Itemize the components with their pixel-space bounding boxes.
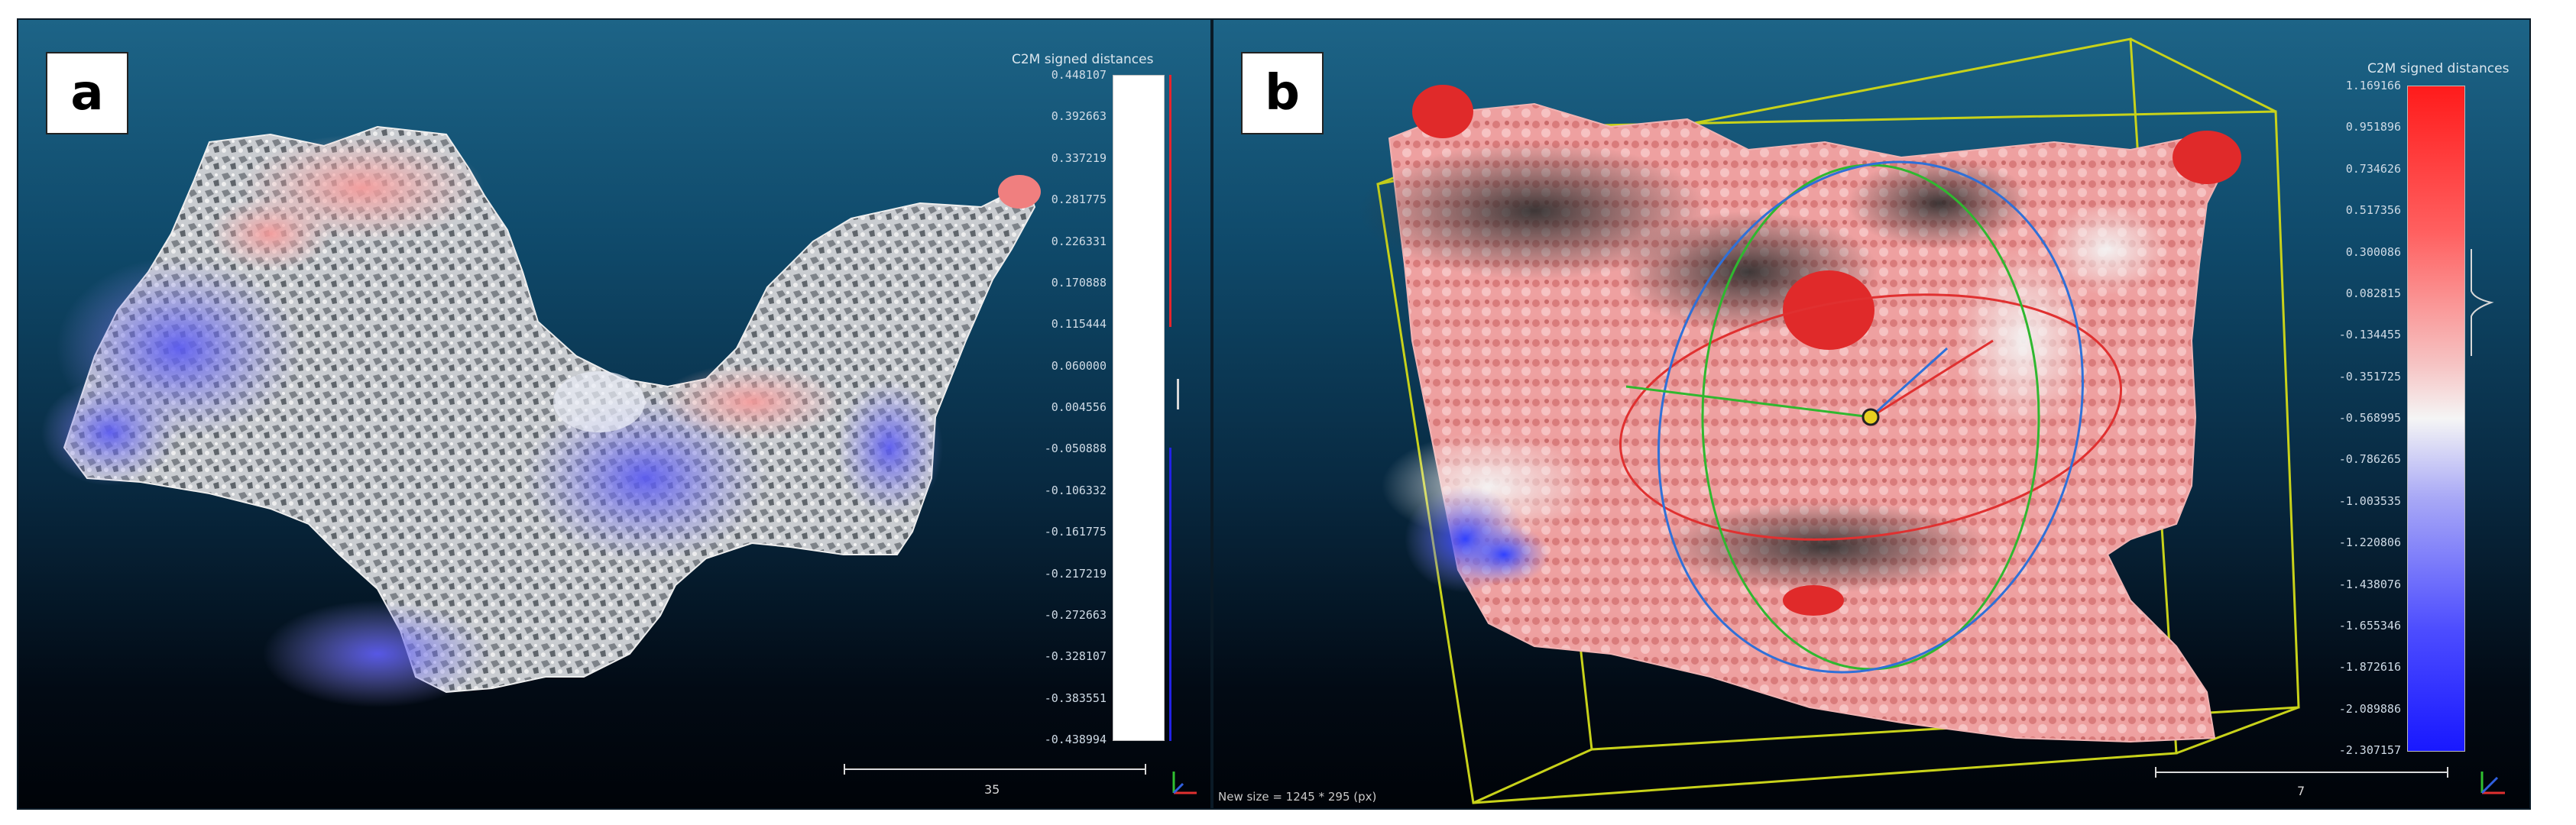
viewport-panel-a[interactable]: a C2M signed distances 0.448107 0.392663 0…: [17, 18, 1212, 810]
scale-tick-label: 0.448107: [1051, 68, 1107, 82]
scale-tick-label: 0.300086: [2345, 244, 2401, 259]
negative-zone: [1458, 524, 1550, 585]
viewport-panel-b[interactable]: b C2M signed distances 1.169166 0.951896 0…: [1212, 18, 2531, 810]
scale-tick-label: -1.872616: [2338, 660, 2401, 675]
scale-tick-label: 0.734626: [2345, 161, 2401, 176]
scale-tick-label: -0.568995: [2338, 411, 2401, 425]
positive-zone: [660, 364, 844, 440]
histogram-sparkline: [2471, 249, 2494, 356]
scale-negative-strip: [1169, 448, 1171, 741]
mesh-scene-b[interactable]: [1213, 20, 2529, 808]
scale-tick-label: -1.003535: [2338, 493, 2401, 508]
histogram-marker: [1177, 379, 1179, 409]
shadow-zone: [1359, 142, 1710, 280]
shadow-zone: [1657, 501, 1993, 593]
negative-zone: [41, 379, 179, 486]
scale-tick-label: 0.170888: [1051, 275, 1107, 290]
scale-tick-label: 0.004556: [1051, 400, 1107, 414]
scale-tick-label: -2.089886: [2338, 701, 2401, 716]
scale-tick-label: -1.220806: [2338, 535, 2401, 550]
positive-peak: [998, 175, 1041, 209]
scale-bar-label: 35: [984, 782, 1000, 797]
neutral-zone: [2046, 203, 2169, 295]
positive-peak: [1783, 270, 1874, 350]
scale-tick-label: -0.050888: [1044, 442, 1107, 456]
color-scale-bar: [1113, 75, 1165, 741]
scale-tick-label: -0.161775: [1044, 525, 1107, 539]
scale-tick-label: 0.337219: [1051, 150, 1107, 165]
scale-tick-label: -0.438994: [1044, 733, 1107, 746]
scale-tick-label: -0.786265: [2338, 452, 2401, 467]
scale-bar-cap: [2447, 767, 2448, 778]
scale-tick-label: -0.328107: [1044, 649, 1107, 664]
positive-peak: [1783, 585, 1844, 616]
negative-zone: [836, 379, 943, 516]
shadow-zone: [1848, 157, 2031, 249]
scale-bar-label: 7: [2297, 784, 2305, 798]
scale-tick-label: 0.060000: [1051, 358, 1107, 373]
scale-tick-label: 0.115444: [1051, 317, 1107, 332]
status-message: New size = 1245 * 295 (px): [1218, 790, 1377, 804]
rock-mesh-a: [63, 125, 1036, 694]
scale-tick-label: 0.951896: [2345, 120, 2401, 134]
scale-tick-label: 0.392663: [1051, 109, 1107, 124]
rotation-gizmo[interactable]: [1594, 106, 2147, 728]
scale-tick-label: 0.226331: [1051, 234, 1107, 248]
scale-tick-label: -2.307157: [2338, 743, 2401, 757]
positive-zone: [209, 196, 332, 272]
scale-tick-label: 0.082815: [2345, 286, 2401, 300]
neutral-zone: [553, 371, 645, 432]
scale-tick-label: 0.281775: [1051, 192, 1107, 207]
scale-tick-label: -0.351725: [2338, 369, 2401, 383]
panel-letter-a: a: [46, 52, 128, 134]
scale-tick-label: 0.517356: [2345, 203, 2401, 218]
scale-bar: [844, 768, 1146, 770]
positive-peak: [1412, 85, 1473, 138]
scale-bar-cap: [1145, 764, 1146, 775]
scale-tick-label: -0.383551: [1044, 691, 1107, 705]
negative-zone: [263, 600, 492, 707]
axis-trihedron-icon: [1172, 772, 1197, 794]
scale-tick-label: -1.438076: [2338, 577, 2401, 591]
scale-tick-label: -0.134455: [2338, 328, 2401, 342]
axis-trihedron-icon: [2480, 772, 2505, 794]
negative-zone: [523, 394, 767, 562]
scale-tick-label: -0.106332: [1044, 483, 1107, 497]
scale-tick-label: -0.272663: [1044, 607, 1107, 622]
scale-tick-label: -1.655346: [2338, 618, 2401, 632]
color-scale-bar: [2407, 86, 2465, 752]
scale-tick-label: 1.169166: [2345, 79, 2401, 92]
scale-bar-cap: [2155, 767, 2156, 778]
scale-bar-cap: [844, 764, 845, 775]
positive-peak: [2173, 131, 2241, 184]
scale-positive-strip: [1169, 75, 1171, 327]
point-cloud-scene-a[interactable]: [18, 20, 1210, 808]
scale-bar: [2155, 772, 2448, 773]
panel-letter-b: b: [1241, 52, 1324, 134]
neutral-zone: [1955, 249, 2092, 432]
scale-tick-label: -0.217219: [1044, 566, 1107, 581]
scalar-field-title: C2M signed distances: [2367, 61, 2510, 76]
scalar-field-title: C2M signed distances: [1012, 52, 1154, 67]
